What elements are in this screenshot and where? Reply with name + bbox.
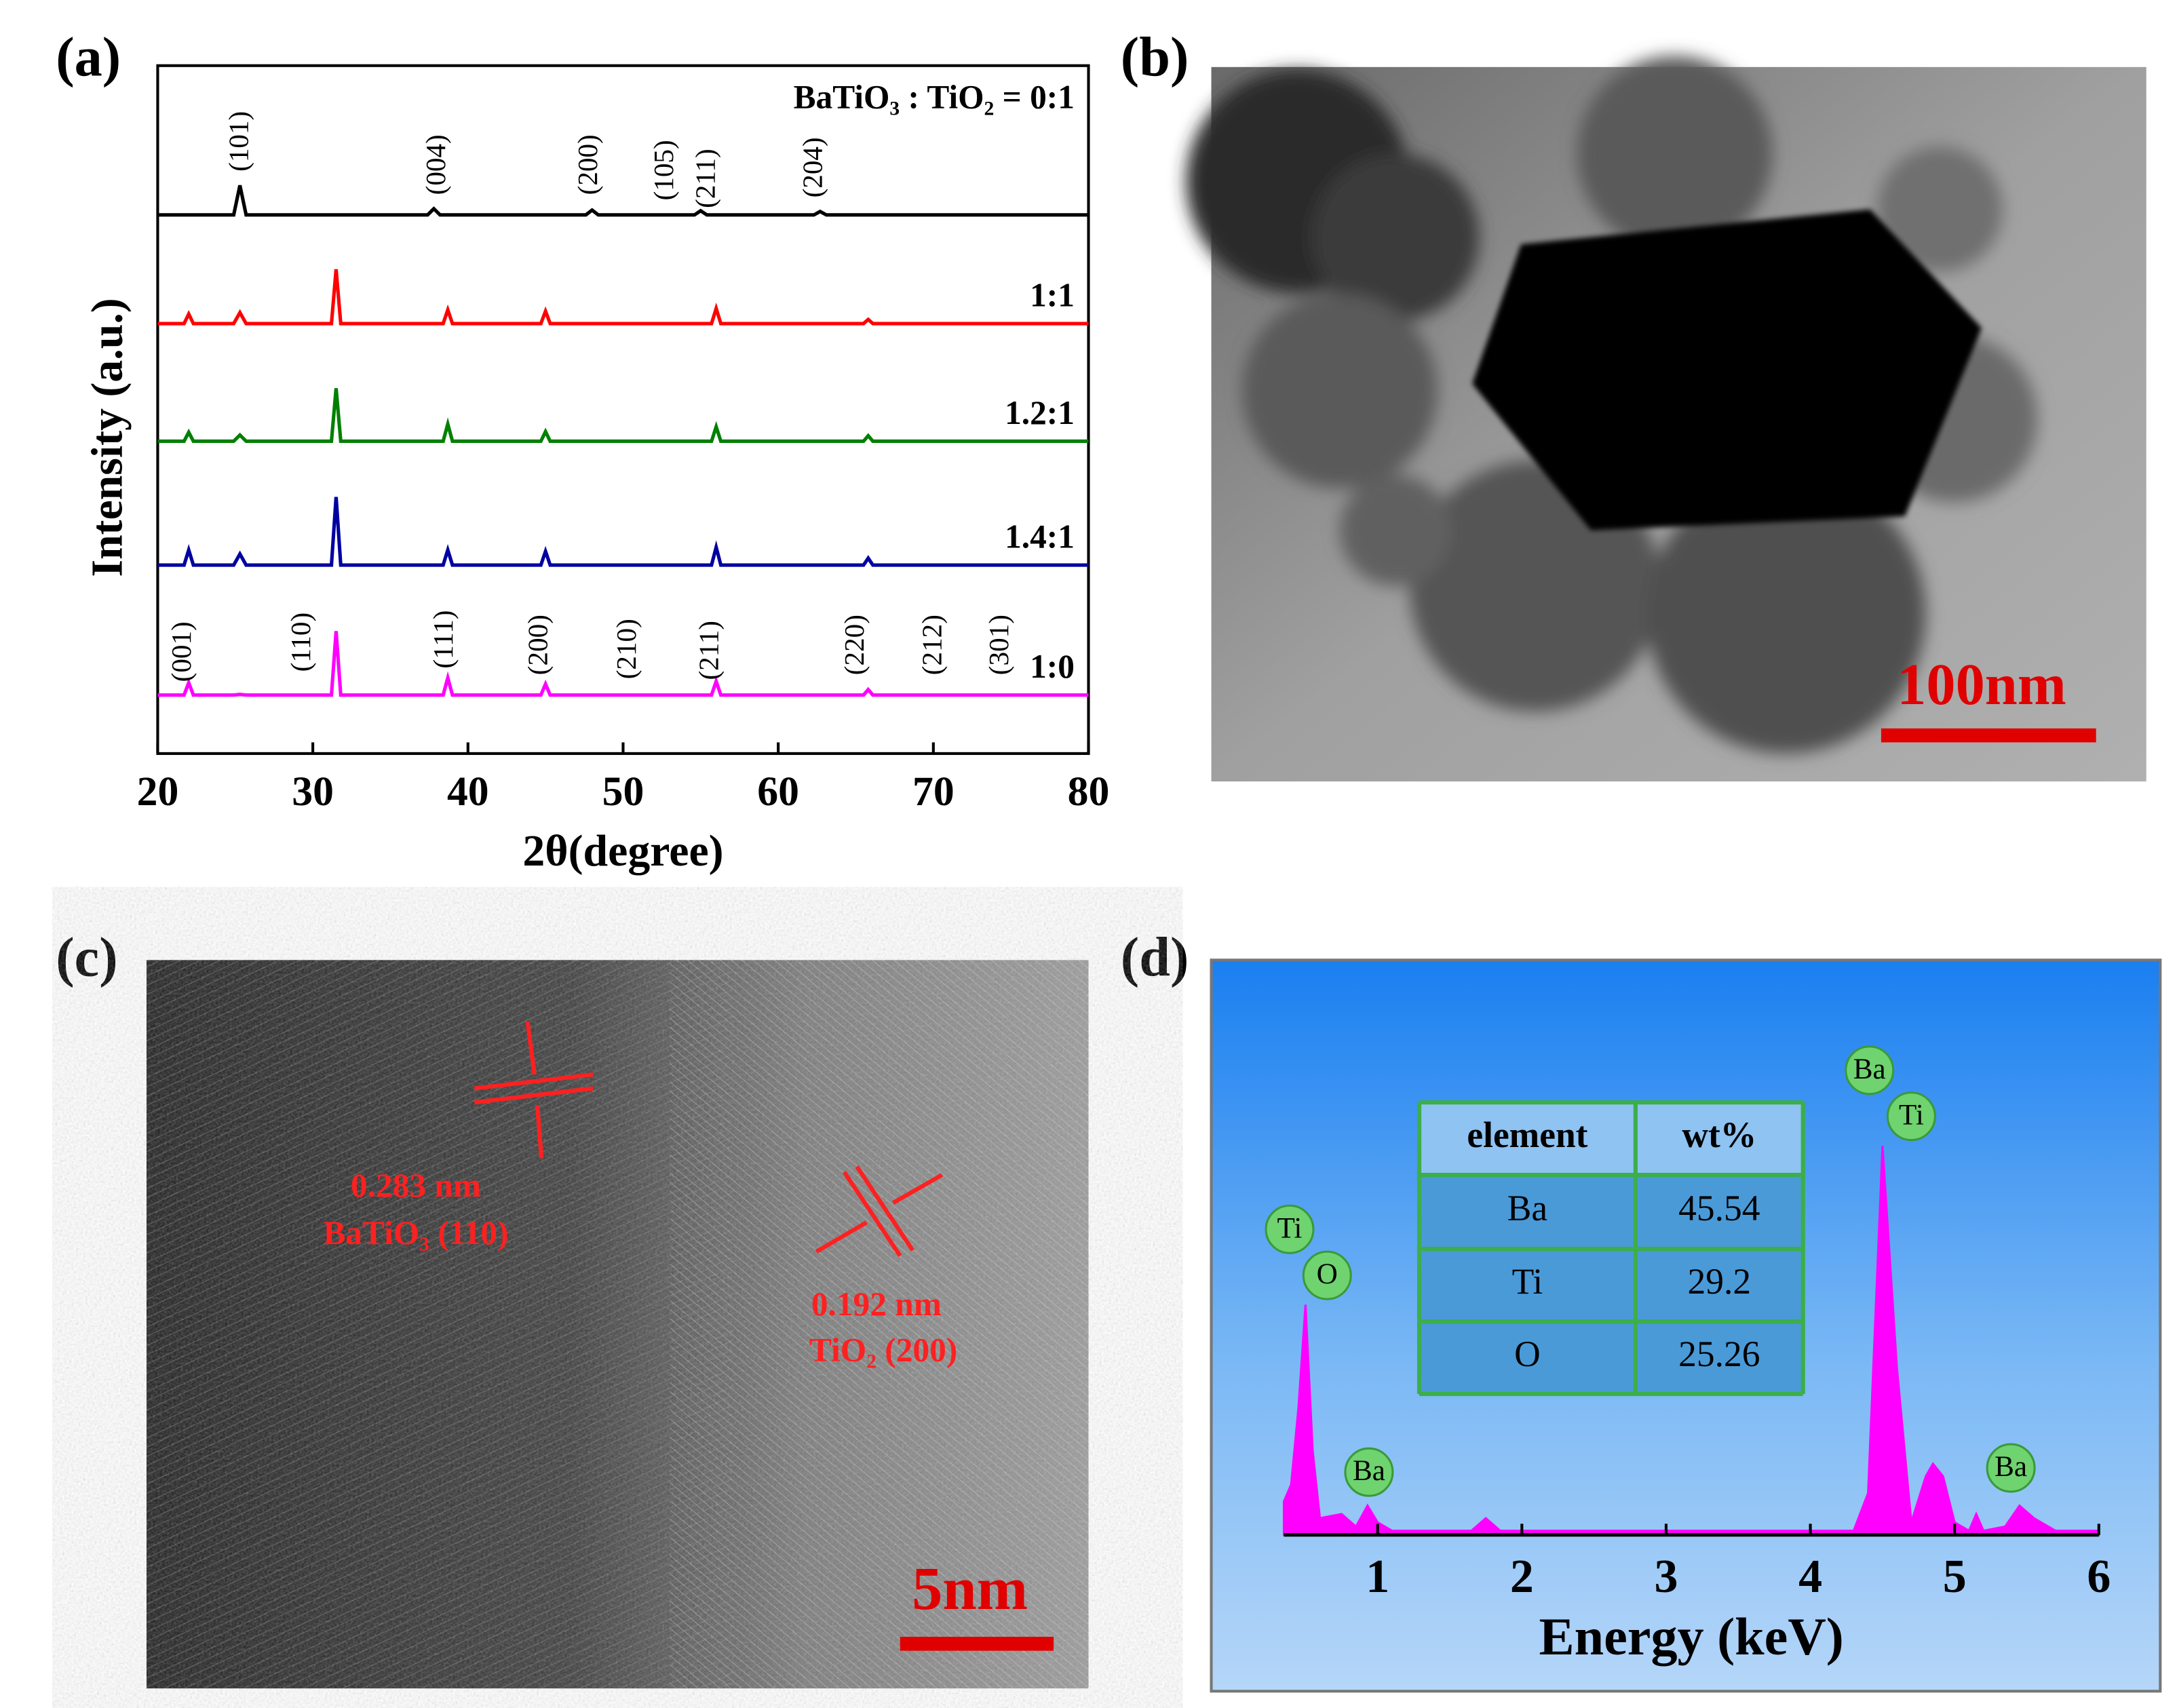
xrd-line (157, 269, 1089, 326)
peak-label: (110) (285, 613, 317, 672)
panel-label: (c) (56, 926, 117, 988)
lattice-label: 0.283 nm (351, 1167, 481, 1204)
element-badge (1302, 1250, 1352, 1300)
x-tick-label: 80 (1068, 769, 1110, 815)
peak-label: (004) (420, 134, 452, 195)
table-cell: Ba (1507, 1188, 1547, 1228)
arrow (525, 1021, 537, 1075)
image-noise (146, 960, 1089, 1689)
eds-spectrum (1282, 1145, 2100, 1536)
table-header-bg (1419, 1102, 1803, 1176)
eds-table: element wt% Ba 45.54 Ti 29.2 O 25.26 (1417, 1100, 1805, 1397)
scale-bar (900, 1637, 1054, 1651)
series-label: 1:1 (1030, 276, 1075, 313)
plots: 20 30 40 50 60 70 80 2θ(degree) Intensity (a.u.)… (83, 64, 2111, 1666)
particle (1241, 293, 1438, 489)
peak-label: (220) (839, 615, 870, 675)
peak-label: (211) (690, 149, 722, 208)
peak-label: (210) (611, 619, 642, 679)
x-tick-label: 30 (292, 769, 334, 815)
scale-bar-label: 100nm (1897, 652, 2066, 717)
series-label: 1:0 (1030, 648, 1075, 685)
particle (1646, 474, 1926, 754)
particle (1876, 147, 2003, 273)
peak-label: (001) (166, 621, 197, 682)
arrow (815, 1220, 868, 1254)
table-cell: 29.2 (1687, 1261, 1751, 1302)
panel-label: (d) (1121, 926, 1189, 988)
x-tick-label: 5 (1943, 1551, 1967, 1603)
x-tick-label: 20 (137, 769, 179, 815)
series-label: 1.2:1 (1005, 394, 1075, 431)
x-axis-label: 2θ(degree) (522, 826, 723, 876)
lattice-label: TiO₂ (200) (809, 1332, 957, 1369)
xrd-line (157, 185, 1089, 217)
element-label: Ti (1277, 1212, 1303, 1244)
particle (1311, 153, 1480, 322)
x-tick-label: 3 (1654, 1551, 1678, 1603)
lattice-label: 0.192 nm (811, 1285, 942, 1323)
x-tick-label: 2 (1510, 1551, 1534, 1603)
table-body-bg (1419, 1175, 1803, 1395)
xrd-line (157, 631, 1089, 697)
hexagonal-particle (1472, 209, 1982, 530)
element-badge (1265, 1204, 1315, 1254)
element-label: O (1317, 1258, 1338, 1290)
peak-label: (111) (427, 610, 459, 669)
tem-image: 100nm (1186, 56, 2146, 782)
series-label: BaTiO₃ : TiO₂ = 0:1 (794, 78, 1075, 115)
x-tick-label: 1 (1366, 1551, 1389, 1603)
series-label: 1.4:1 (1005, 518, 1075, 555)
element-label: Ba (1853, 1053, 1886, 1085)
peak-label: (204) (796, 137, 828, 197)
element-label: Ba (1995, 1451, 2027, 1483)
peak-label: (212) (917, 615, 948, 675)
x-axis-label: Energy (keV) (1539, 1607, 1843, 1666)
peak-label: (200) (522, 615, 554, 675)
table-header: element (1467, 1114, 1587, 1155)
peak-label: (101) (223, 111, 254, 172)
x-tick-label: 6 (2087, 1551, 2111, 1603)
x-tick-label: 4 (1798, 1551, 1822, 1603)
y-axis-label: Intensity (a.u.) (83, 298, 132, 577)
scale-bar (1881, 728, 2096, 743)
peak-label: (301) (983, 615, 1015, 675)
peak-label: (211) (693, 621, 725, 680)
lattice-label: BaTiO₃ (110) (323, 1214, 508, 1251)
arrow (535, 1105, 544, 1159)
element-label: Ba (1353, 1455, 1385, 1487)
element-badge (1344, 1447, 1394, 1497)
element-badge (1886, 1091, 1936, 1142)
element-badge (1986, 1443, 2036, 1493)
particle (1577, 56, 1773, 252)
fringe-line (842, 1171, 902, 1258)
peak-label: (105) (648, 140, 680, 200)
xrd-line (157, 388, 1089, 444)
fringe-line (855, 1165, 914, 1251)
x-tick-label: 60 (757, 769, 799, 815)
x-tick-label: 70 (912, 769, 955, 815)
element-label: Ti (1899, 1100, 1924, 1131)
table-header: wt% (1682, 1114, 1756, 1155)
panel-label: (a) (56, 26, 121, 88)
table-cell: Ti (1512, 1261, 1543, 1302)
table-cell: 45.54 (1678, 1188, 1760, 1228)
table-cell: 25.26 (1678, 1334, 1760, 1374)
table-cell: O (1514, 1334, 1541, 1374)
lattice-marker (474, 1021, 944, 1258)
fringe-line (474, 1072, 594, 1091)
panel-label: (b) (1121, 26, 1189, 88)
particle (1339, 474, 1452, 587)
x-tick-label: 50 (602, 769, 644, 815)
hrtem-image: 0.283 nm BaTiO₃ (110) 0.192 nm TiO₂ (200… (146, 960, 1089, 1689)
xrd-line (157, 497, 1089, 567)
element-badge (1845, 1045, 1895, 1095)
x-tick-label: 40 (447, 769, 489, 815)
arrow (891, 1173, 944, 1205)
fringe-line (474, 1086, 594, 1105)
scale-bar-label: 5nm (912, 1554, 1028, 1623)
peak-label: (200) (572, 134, 604, 195)
